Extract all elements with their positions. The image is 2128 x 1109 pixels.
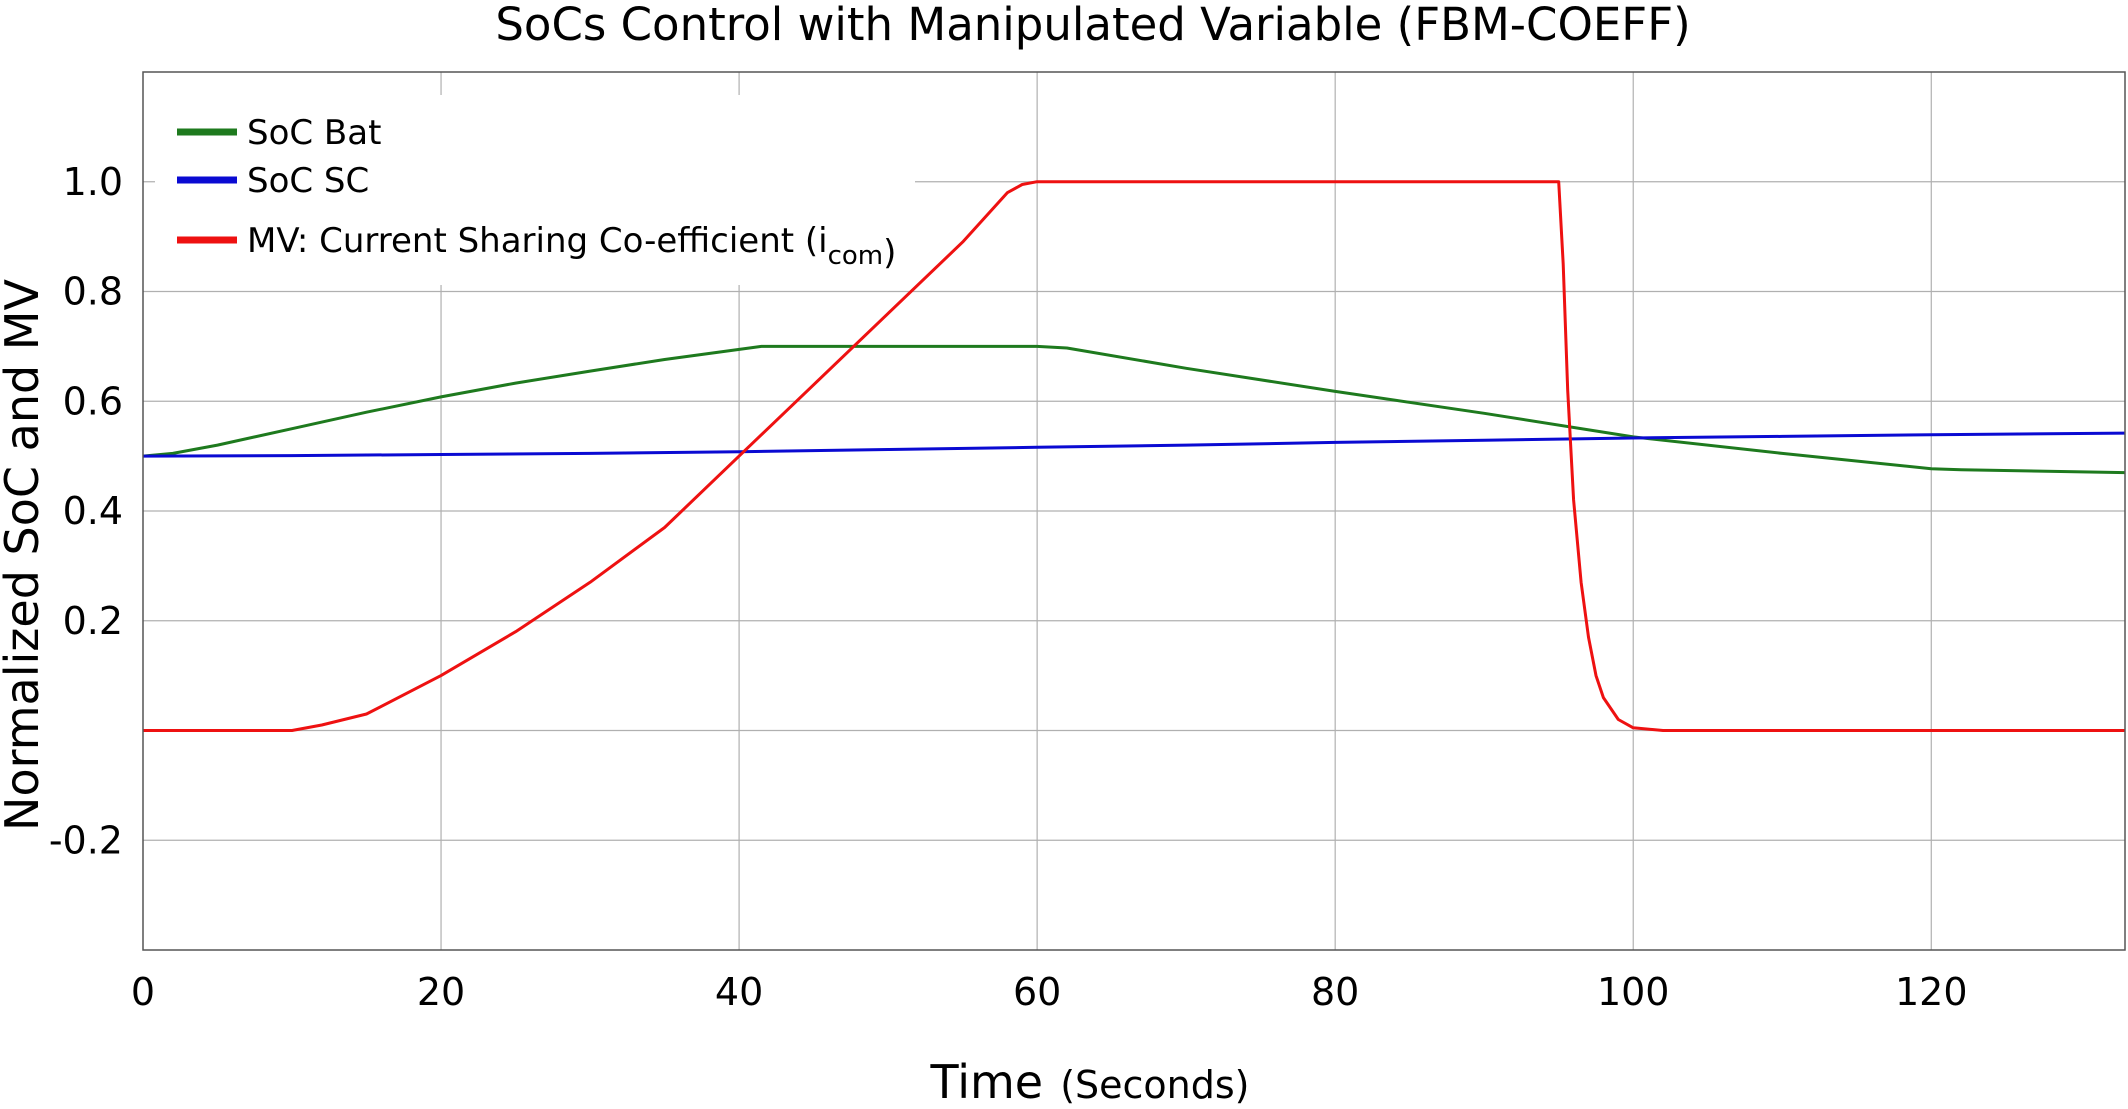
grid (143, 72, 2125, 950)
legend-label: MV: Current Sharing Co-efficient (icom) (247, 221, 896, 273)
x-tick-label: 40 (715, 970, 763, 1014)
x-tick-label: 80 (1311, 970, 1359, 1014)
y-tick-label: 0.2 (63, 599, 123, 643)
series-line-1 (142, 344, 2126, 475)
x-axis-title: Time (930, 1055, 1044, 1109)
y-tick-label: 0.4 (63, 489, 123, 533)
x-tick-label: 120 (1895, 970, 1968, 1014)
x-axis-label: Time (Seconds) (930, 1055, 1250, 1109)
series-line-2 (142, 431, 2126, 458)
plot-frame (142, 71, 2126, 951)
chart-title: SoCs Control with Manipulated Variable (… (495, 0, 1690, 51)
y-tick-label: -0.2 (49, 818, 123, 862)
x-tick-label: 20 (417, 970, 465, 1014)
legend-label: SoC SC (247, 161, 369, 201)
x-tick-labels: 0 20 40 60 80 100 120 (131, 970, 1968, 1014)
x-axis-unit: (Seconds) (1060, 1063, 1249, 1107)
x-tick-label: 100 (1597, 970, 1670, 1014)
series-line-3 (143, 180, 2125, 732)
legend-box (155, 95, 915, 285)
legend-label: SoC Bat (247, 113, 381, 153)
x-tick-label: 0 (131, 970, 155, 1014)
x-tick-label: 60 (1013, 970, 1061, 1014)
y-axis-label: Normalized SoC and MV (0, 279, 49, 831)
series-lines (142, 180, 2126, 732)
y-tick-label: 0.8 (63, 270, 123, 314)
y-tick-label: 0.6 (63, 379, 123, 423)
legend: SoC Bat SoC SC MV: Current Sharing Co-effi… (177, 113, 896, 273)
y-tick-label: 1.0 (63, 160, 123, 204)
y-tick-labels: -0.2 0.2 0.4 0.6 0.8 1.0 (49, 160, 123, 863)
